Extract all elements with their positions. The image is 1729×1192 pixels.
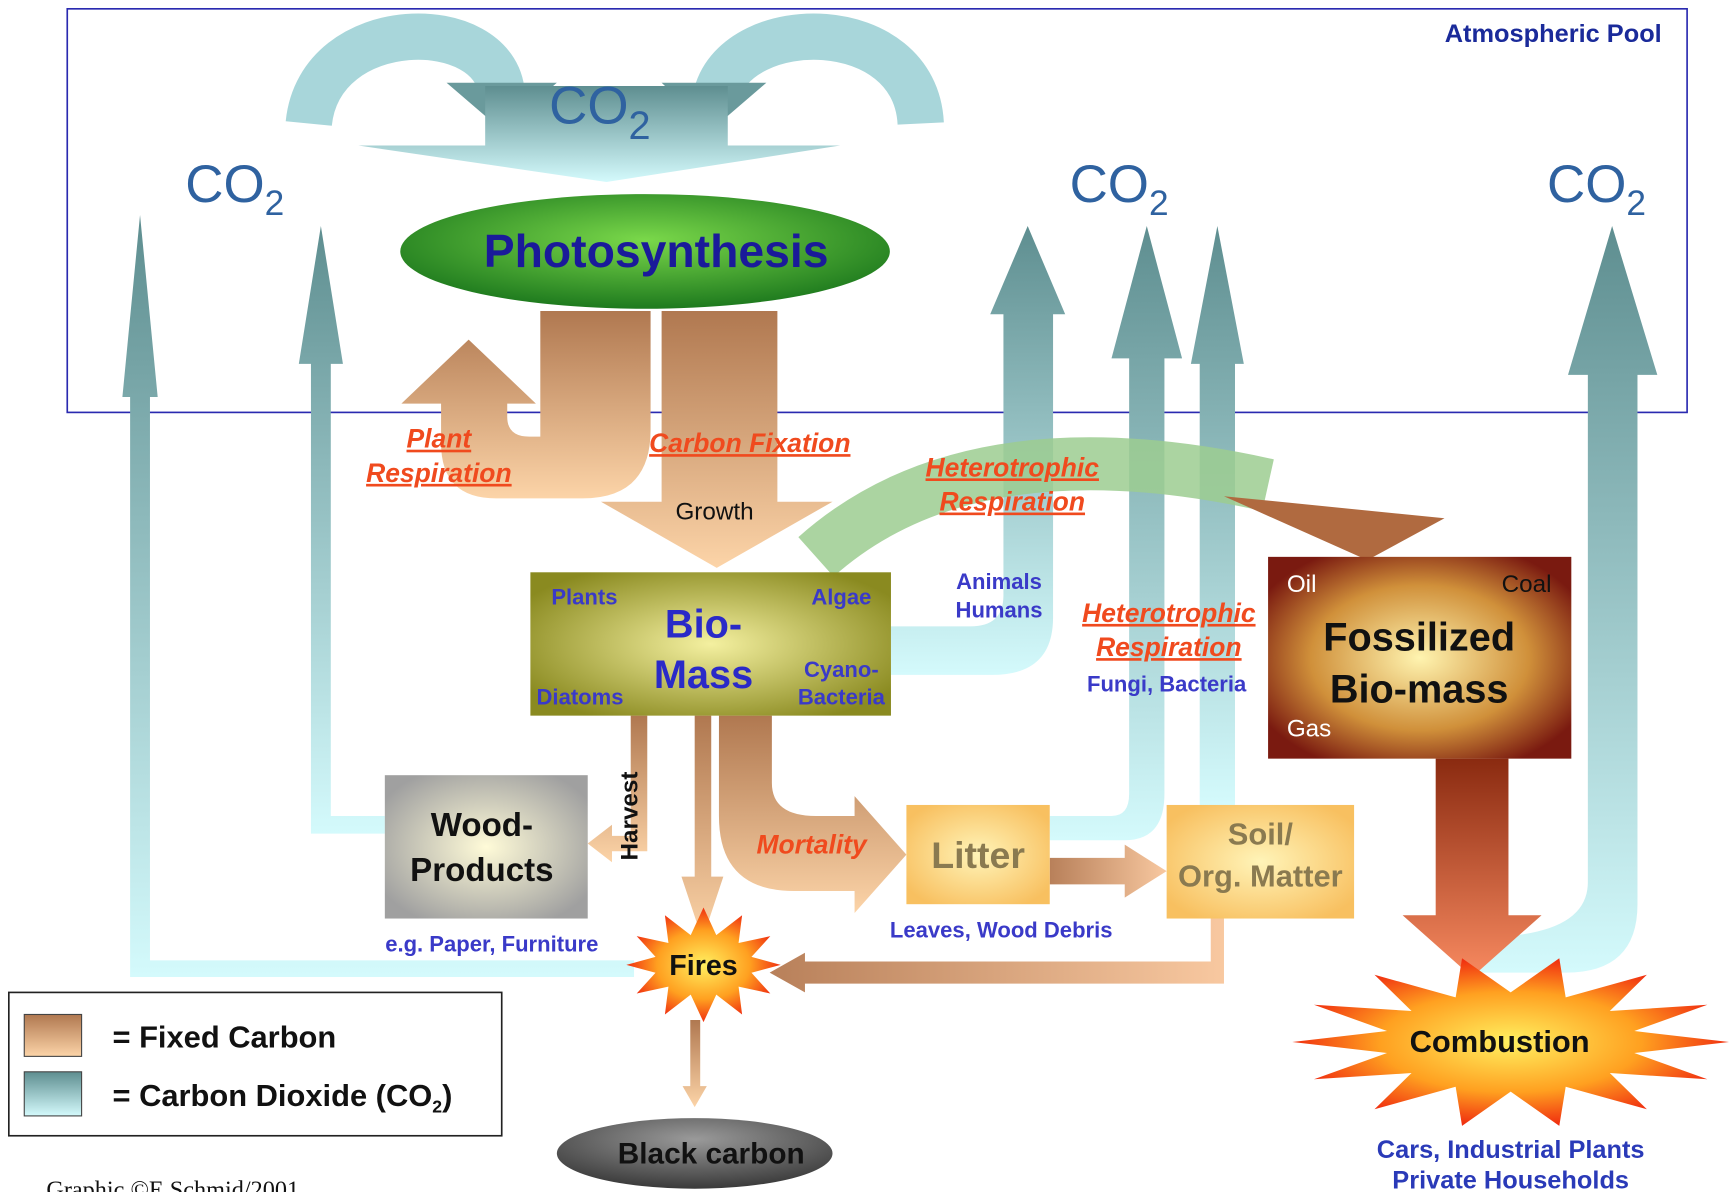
node-label: Products [410, 852, 553, 889]
fixed-carbon-arrow [1049, 844, 1167, 898]
fixed-carbon-arrow [681, 715, 724, 940]
node-sublabel: Oil [1287, 571, 1317, 598]
fixed-carbon-arrow [718, 715, 907, 914]
node-label: Photosynthesis [484, 225, 829, 277]
process-label: Respiration [939, 487, 1085, 517]
node-label: Fires [669, 950, 738, 982]
litter-node [906, 804, 1050, 905]
legend-label: = Carbon Dioxide (CO2) [112, 1078, 452, 1117]
fossil-node [1268, 556, 1572, 759]
legend [7, 991, 503, 1137]
agent-label: Fungi, Bacteria [1087, 671, 1247, 696]
arrow-head [1223, 496, 1445, 561]
combustion-node [1292, 958, 1729, 1126]
node-label: Litter [931, 834, 1025, 876]
node-label: Bio- [665, 602, 742, 646]
fixed-carbon-arrow [1402, 758, 1542, 977]
process-label: Growth [675, 498, 753, 525]
atmosphere-label: Atmospheric Pool [1445, 20, 1662, 48]
node-label: Org. Matter [1178, 859, 1343, 894]
wood-node [384, 775, 588, 919]
process-label: Harvest [616, 771, 643, 860]
note-label: e.g. Paper, Furniture [385, 932, 598, 957]
photosynthesis-node [400, 194, 890, 309]
credit: Graphic ©E.Schmid/2001 [46, 1177, 299, 1192]
atmosphere-box [66, 7, 1688, 414]
process-label: Heterotrophic [1082, 598, 1256, 628]
process-label: Carbon Fixation [649, 428, 850, 458]
co2-arrow [1477, 226, 1658, 973]
co2-label: CO2 [1547, 155, 1646, 223]
fixed-carbon-arrow [769, 918, 1224, 993]
node-label: Wood- [431, 807, 533, 844]
agent-label: Animals [956, 569, 1042, 594]
fixed-carbon-arrow [682, 1019, 707, 1108]
fires-node [626, 907, 781, 1023]
node-sublabel: Cyano- [804, 657, 879, 682]
legend-label: = Fixed Carbon [112, 1020, 336, 1055]
black-carbon-node [556, 1118, 833, 1189]
soil-node [1166, 804, 1355, 919]
agent-label: Humans [956, 598, 1043, 623]
process-label: Heterotrophic [926, 452, 1100, 482]
node-label: Soil/ [1228, 817, 1294, 852]
co2-arrow [1049, 226, 1183, 841]
co2-label: CO2 [185, 155, 284, 223]
node-label: Combustion [1410, 1024, 1590, 1059]
node-label: Fossilized [1323, 616, 1515, 660]
node-sublabel: Plants [551, 584, 617, 609]
arrow [358, 86, 841, 182]
arrow [694, 13, 944, 127]
co2-label: CO2 [549, 77, 650, 148]
legend-swatch [23, 1013, 83, 1057]
co2-arrow [1190, 226, 1244, 805]
node-label: Bio-mass [1330, 667, 1509, 711]
node-sublabel: Coal [1502, 571, 1552, 598]
arrow [285, 13, 525, 128]
node-sublabel: Bacteria [798, 685, 886, 710]
note-label: Cars, Industrial Plants [1377, 1136, 1645, 1164]
node-sublabel: Diatoms [537, 685, 624, 710]
process-label: Respiration [366, 458, 512, 488]
note-label: Leaves, Wood Debris [890, 917, 1113, 942]
fixed-carbon-arrow [587, 715, 648, 863]
process-label: Mortality [756, 829, 868, 859]
node-label: Black carbon [618, 1137, 805, 1170]
legend-swatch [23, 1071, 83, 1117]
node-sublabel: Gas [1287, 716, 1331, 743]
process-label: Plant [407, 424, 473, 454]
co2-arrow [298, 226, 385, 834]
fixed-carbon-arrow [401, 310, 651, 499]
fixed-carbon-arrow [600, 310, 833, 568]
process-label: Respiration [1096, 632, 1242, 662]
node-label: Mass [654, 653, 753, 697]
biomass-node [530, 572, 891, 716]
co2-label: CO2 [1070, 155, 1169, 223]
note-label: Private Households [1392, 1167, 1629, 1192]
node-sublabel: Algae [811, 584, 871, 609]
arrow [798, 437, 1274, 577]
co2-arrow [890, 226, 1066, 675]
